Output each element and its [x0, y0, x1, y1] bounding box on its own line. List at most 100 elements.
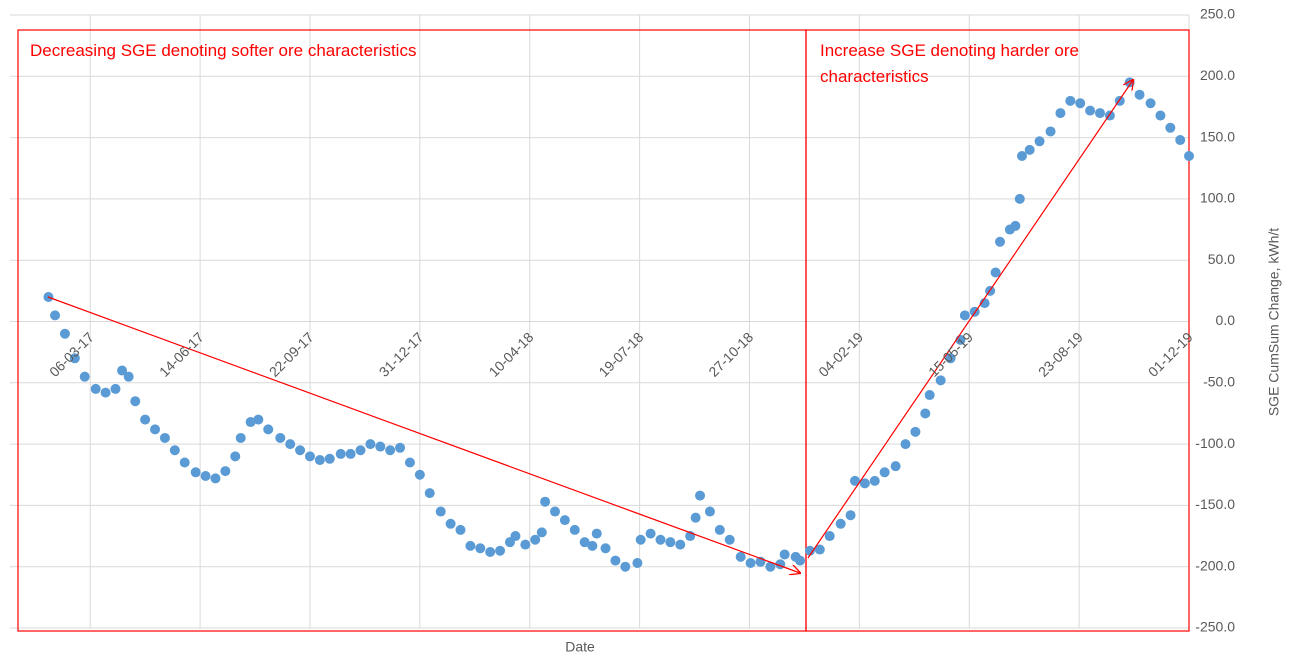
y-tick-label: 250.0 — [1200, 6, 1235, 22]
data-point — [735, 551, 746, 562]
data-point — [1175, 135, 1186, 146]
y-tick-label: 0.0 — [1216, 312, 1236, 328]
data-point — [1165, 122, 1176, 133]
data-point — [1145, 98, 1156, 109]
data-point — [1094, 108, 1105, 119]
data-point — [210, 473, 221, 484]
data-point — [935, 375, 946, 386]
x-tick-label: 06-03-17 — [46, 329, 97, 380]
data-point — [724, 534, 735, 545]
data-point — [59, 328, 70, 339]
data-point — [745, 558, 756, 569]
data-point — [559, 515, 570, 526]
data-point — [610, 555, 621, 566]
data-point — [540, 496, 551, 507]
data-point — [275, 432, 286, 443]
data-point — [465, 540, 476, 551]
data-point — [140, 414, 151, 425]
data-point — [765, 561, 776, 572]
data-point — [200, 470, 211, 481]
data-point — [620, 561, 631, 572]
data-point — [424, 488, 435, 499]
y-tick-label: 200.0 — [1200, 67, 1235, 83]
data-point — [900, 439, 911, 450]
data-point — [304, 451, 315, 462]
data-point — [100, 387, 111, 398]
data-point — [395, 442, 406, 453]
y-tick-label: -150.0 — [1195, 496, 1235, 512]
data-point — [569, 524, 580, 535]
data-point — [1024, 144, 1035, 155]
data-point — [536, 527, 547, 538]
data-point — [1014, 193, 1025, 204]
annotation-box — [17, 29, 807, 632]
data-point — [520, 539, 531, 550]
data-point — [230, 451, 241, 462]
data-point — [600, 543, 611, 554]
data-points — [43, 77, 1194, 572]
x-tick-label: 15-05-19 — [925, 329, 976, 380]
data-point — [314, 455, 325, 466]
data-point — [50, 310, 61, 321]
data-point — [1075, 98, 1086, 109]
data-point — [1016, 150, 1027, 161]
data-point — [159, 432, 170, 443]
data-point — [714, 524, 725, 535]
data-point — [835, 518, 846, 529]
data-point — [1045, 126, 1056, 137]
data-point — [924, 390, 935, 401]
data-point — [779, 549, 790, 560]
data-point — [285, 439, 296, 450]
data-point — [253, 414, 264, 425]
data-point — [814, 544, 825, 555]
x-tick-label: 04-02-19 — [815, 329, 866, 380]
data-point — [1010, 220, 1021, 231]
data-point — [1034, 136, 1045, 147]
data-point — [263, 424, 274, 435]
data-point — [90, 383, 101, 394]
x-tick-label: 14-06-17 — [156, 329, 207, 380]
data-point — [117, 365, 128, 376]
data-point — [1055, 108, 1066, 119]
data-point — [675, 539, 686, 550]
data-point — [859, 478, 870, 489]
data-point — [245, 417, 256, 428]
data-point — [455, 524, 466, 535]
x-tick-label: 23-08-19 — [1035, 329, 1086, 380]
data-point — [1155, 110, 1166, 121]
data-point — [345, 448, 356, 459]
data-point — [849, 475, 860, 486]
data-point — [845, 510, 856, 521]
annotation-box — [805, 29, 1190, 632]
data-point — [645, 528, 656, 539]
data-point — [150, 424, 161, 435]
y-tick-label: 100.0 — [1200, 190, 1235, 206]
trend-arrow — [807, 80, 1133, 559]
y-tick-label: -100.0 — [1195, 435, 1235, 451]
data-point — [920, 408, 931, 419]
data-point — [665, 537, 676, 548]
data-point — [530, 534, 541, 545]
data-point — [435, 506, 446, 517]
data-point — [475, 543, 486, 554]
data-point — [1134, 89, 1145, 100]
x-tick-label: 19-07-18 — [595, 329, 646, 380]
data-point — [869, 475, 880, 486]
x-tick-label: 01-12-19 — [1145, 329, 1196, 380]
data-point — [169, 445, 180, 456]
data-point — [695, 490, 706, 501]
x-tick-label: 10-04-18 — [486, 329, 537, 380]
data-point — [995, 236, 1006, 247]
data-point — [365, 439, 376, 450]
data-point — [295, 445, 306, 456]
y-tick-label: 50.0 — [1208, 251, 1235, 267]
data-point — [355, 445, 366, 456]
data-point — [591, 528, 602, 539]
data-point — [959, 310, 970, 321]
data-point — [123, 371, 134, 382]
data-point — [179, 457, 190, 468]
data-point — [990, 267, 1001, 278]
data-point — [385, 445, 396, 456]
data-point — [79, 371, 90, 382]
